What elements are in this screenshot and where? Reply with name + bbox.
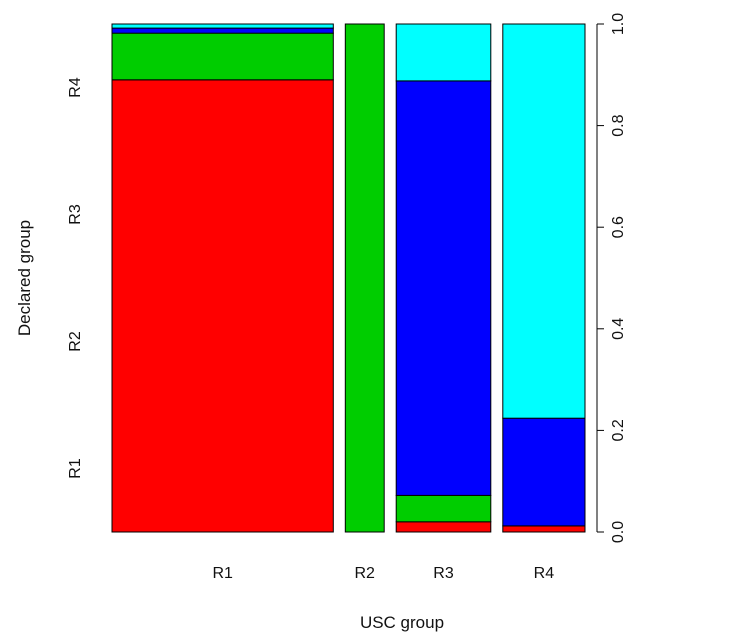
y-tick-label-r3: R3 bbox=[67, 204, 84, 225]
segment-r1-r1 bbox=[111, 79, 334, 533]
y-axis-title: Declared group bbox=[15, 220, 34, 336]
segment-r3-r4 bbox=[395, 23, 492, 82]
y-tick-label-r1: R1 bbox=[67, 458, 84, 479]
segment-r4-r3 bbox=[502, 417, 586, 527]
right-axis: 0.0 0.2 0.4 0.6 0.8 1.0 bbox=[596, 13, 627, 543]
y-tick-label-r4: R4 bbox=[67, 77, 84, 98]
right-tick-label-0.0: 0.0 bbox=[610, 521, 627, 543]
right-tick-label-0.4: 0.4 bbox=[610, 318, 627, 340]
bars-group bbox=[111, 23, 586, 533]
right-tick-label-0.6: 0.6 bbox=[610, 216, 627, 238]
segment-r1-r2 bbox=[111, 32, 334, 81]
x-tick-label-r2: R2 bbox=[354, 565, 375, 582]
segment-r4-r4 bbox=[502, 23, 586, 419]
y-tick-label-r2: R2 bbox=[67, 331, 84, 352]
segment-r3-r3 bbox=[395, 80, 492, 496]
x-tick-label-r1: R1 bbox=[212, 565, 233, 582]
segment-r1-r3 bbox=[111, 27, 334, 34]
right-tick-label-0.2: 0.2 bbox=[610, 419, 627, 441]
segment-r2-r2 bbox=[344, 23, 385, 533]
x-tick-label-r4: R4 bbox=[534, 565, 555, 582]
right-tick-label-1.0: 1.0 bbox=[610, 13, 627, 35]
segment-r1-r4 bbox=[111, 23, 334, 29]
x-tick-labels: R1 R2 R3 R4 bbox=[212, 565, 554, 582]
segment-r4-r1 bbox=[502, 525, 586, 533]
right-tick-label-0.8: 0.8 bbox=[610, 114, 627, 136]
right-axis-ticks: 0.0 0.2 0.4 0.6 0.8 1.0 bbox=[597, 13, 627, 543]
segment-r3-r2 bbox=[395, 494, 492, 523]
left-tick-labels: R1 R2 R3 R4 bbox=[67, 77, 84, 479]
segment-r3-r1 bbox=[395, 521, 492, 533]
x-axis-title: USC group bbox=[360, 613, 444, 632]
x-tick-label-r3: R3 bbox=[433, 565, 454, 582]
